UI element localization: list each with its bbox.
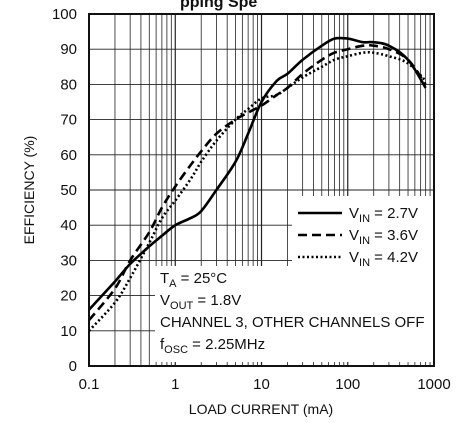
legend-box bbox=[292, 196, 434, 266]
annotation-2: VOUT = 1.8V bbox=[160, 292, 241, 312]
series-line-3 bbox=[88, 50, 427, 332]
x-axis-title: LOAD CURRENT (mA) bbox=[189, 401, 333, 417]
y-tick-label: 20 bbox=[60, 288, 77, 305]
x-tick-label: 100 bbox=[335, 376, 360, 393]
annotation-1: TA = 25°C bbox=[160, 270, 227, 290]
annotation-box bbox=[155, 266, 434, 362]
x-tick-label: 10 bbox=[253, 376, 270, 393]
x-tick-labels: 0.1 1 10 100 1000 bbox=[79, 376, 451, 393]
y-tick-label: 10 bbox=[60, 323, 77, 340]
x-tick-label: 0.1 bbox=[79, 376, 100, 393]
x-tick-label: 1000 bbox=[417, 376, 450, 393]
annotation-3: CHANNEL 3, OTHER CHANNELS OFF bbox=[160, 314, 425, 331]
y-tick-label: 70 bbox=[60, 112, 77, 129]
series-layer bbox=[87, 36, 427, 332]
y-tick-label: 60 bbox=[60, 147, 77, 164]
legend-label-3: VIN = 4.2V bbox=[349, 249, 418, 269]
y-tick-labels: 0 10 20 30 40 50 60 70 80 90 100 bbox=[52, 6, 77, 375]
x-tick-label: 1 bbox=[171, 376, 179, 393]
series-line-1 bbox=[88, 36, 427, 311]
y-tick-label: 100 bbox=[52, 6, 77, 23]
y-tick-label: 50 bbox=[60, 182, 77, 199]
plot-frame bbox=[88, 13, 435, 367]
y-tick-label: 40 bbox=[60, 217, 77, 234]
y-tick-label: 90 bbox=[60, 41, 77, 58]
legend-label-2: VIN = 3.6V bbox=[349, 227, 418, 247]
annotation-4: fOSC = 2.25MHz bbox=[160, 336, 265, 356]
legend-label-1: VIN = 2.7V bbox=[349, 205, 418, 225]
chart-title-fragment: pping Spe bbox=[180, 0, 257, 11]
series-line-2 bbox=[87, 43, 427, 322]
y-tick-label: 80 bbox=[60, 76, 77, 93]
y-tick-label: 0 bbox=[69, 358, 77, 375]
y-tick-label: 30 bbox=[60, 252, 77, 269]
y-axis-title: EFFICIENCY (%) bbox=[21, 136, 37, 245]
